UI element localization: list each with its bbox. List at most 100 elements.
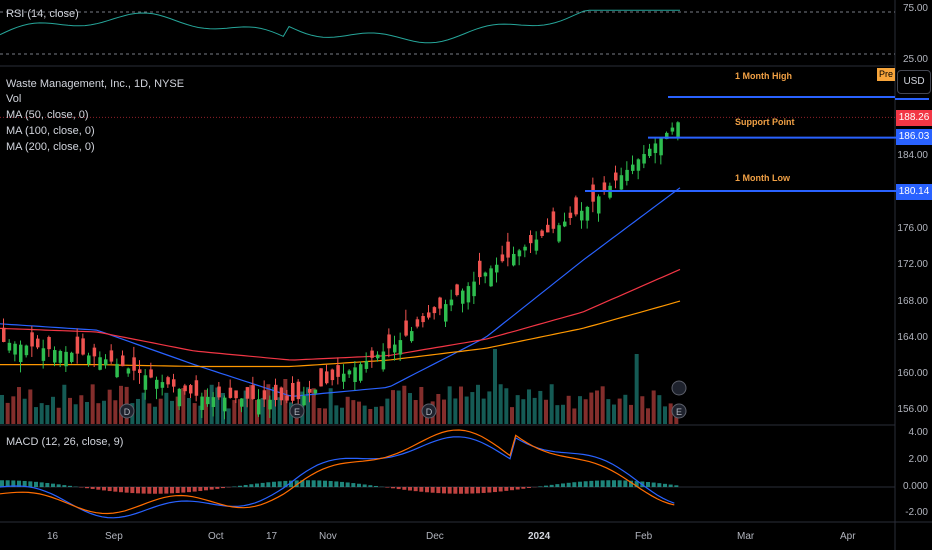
macd-histogram-bar xyxy=(402,487,407,490)
earnings-marker-circle xyxy=(289,403,305,419)
legend-vol[interactable]: Vol xyxy=(6,93,22,105)
volume-bar xyxy=(668,403,673,424)
macd-histogram-bar xyxy=(595,480,599,487)
macd-histogram-bar xyxy=(68,485,72,487)
volume-bar xyxy=(141,392,146,424)
candle-body xyxy=(172,379,176,387)
symbol-title[interactable]: Waste Management, Inc., 1D, NYSE xyxy=(6,78,185,90)
macd-histogram-bar xyxy=(283,480,288,487)
volume-bar xyxy=(334,405,339,424)
macd-histogram-bar xyxy=(300,480,305,487)
volume-bar xyxy=(147,403,152,424)
annotation-support-point: Support Point xyxy=(735,117,795,127)
candle-body xyxy=(500,254,505,262)
macd-histogram-bar xyxy=(612,480,616,487)
macd-histogram-bar xyxy=(158,487,163,494)
macd-histogram-bar xyxy=(481,487,486,493)
volume-bar xyxy=(368,408,373,424)
pre-market-badge[interactable]: Pre xyxy=(877,68,895,81)
rsi-tick-75: 75.00 xyxy=(902,3,928,14)
candle-body xyxy=(506,241,510,258)
macd-tick-4: 4.00 xyxy=(908,427,928,438)
candle-body xyxy=(568,212,573,218)
volume-bar xyxy=(413,400,418,424)
macd-histogram-bar xyxy=(238,485,242,487)
legend-ma200[interactable]: MA (200, close, 0) xyxy=(6,141,95,153)
annotation-1-month-low: 1 Month Low xyxy=(735,173,790,183)
volume-bar xyxy=(634,354,639,424)
macd-histogram-bar xyxy=(136,487,140,494)
earnings-marker-letter: E xyxy=(294,407,300,417)
candle-body xyxy=(291,382,295,401)
dividend-marker: D xyxy=(119,403,135,419)
candle-body xyxy=(143,375,148,390)
candle-body xyxy=(478,260,482,278)
volume-bar xyxy=(198,405,203,424)
macd-histogram-bar xyxy=(606,480,611,487)
volume-bar xyxy=(260,397,265,424)
volume-bar xyxy=(311,388,316,424)
volume-bar xyxy=(158,398,163,424)
candle-body xyxy=(398,340,403,355)
volume-bar xyxy=(640,396,645,424)
macd-histogram-bar xyxy=(153,487,157,494)
volume-bar xyxy=(646,408,650,424)
candle-body xyxy=(58,350,63,363)
candle-body xyxy=(551,211,556,229)
volume-bar xyxy=(476,384,480,424)
ma50-line xyxy=(0,187,681,397)
candle-body xyxy=(540,230,544,236)
volume-bar xyxy=(113,400,118,424)
volume-bar xyxy=(136,398,140,424)
macd-histogram-bar xyxy=(107,487,112,492)
volume-bar xyxy=(34,407,38,424)
volume-bar xyxy=(39,403,44,424)
macd-histogram-bar xyxy=(538,486,543,487)
volume-bar xyxy=(204,389,208,424)
candle-body xyxy=(563,221,567,227)
volume-bar xyxy=(5,402,10,424)
legend-ma50[interactable]: MA (50, close, 0) xyxy=(6,109,89,121)
volume-bar xyxy=(436,393,441,424)
volume-bar xyxy=(345,396,350,424)
flash-icon xyxy=(671,380,687,396)
macd-histogram-bar xyxy=(521,487,526,489)
dividend-marker-letter: D xyxy=(124,407,131,417)
x-tick-nov: Nov xyxy=(319,531,337,542)
macd-histogram-bar xyxy=(555,484,560,487)
earnings-marker: E xyxy=(671,403,687,419)
candle-body xyxy=(387,334,391,349)
candle-body xyxy=(211,397,216,408)
ma100-line xyxy=(0,268,681,361)
candle-body xyxy=(206,396,210,405)
macd-histogram-bar xyxy=(674,485,679,487)
macd-histogram-bar xyxy=(651,482,656,487)
macd-histogram-bar xyxy=(289,480,293,487)
x-tick-17: 17 xyxy=(266,531,278,542)
volume-bar xyxy=(164,392,169,424)
macd-histogram-bar xyxy=(408,487,412,491)
macd-histogram-bar xyxy=(0,480,4,487)
macd-histogram-bar xyxy=(62,485,67,487)
legend-ma100[interactable]: MA (100, close, 0) xyxy=(6,125,95,137)
candle-body xyxy=(138,369,142,373)
volume-bar xyxy=(56,407,61,424)
macd-histogram-bar xyxy=(215,487,220,489)
currency-button[interactable]: USD xyxy=(897,70,931,94)
candle-body xyxy=(313,389,318,394)
volume-bar xyxy=(379,406,384,424)
candle-body xyxy=(631,164,635,171)
volume-bar xyxy=(583,399,588,424)
macd-histogram-bar xyxy=(102,487,106,491)
candle-body xyxy=(183,385,187,392)
candle-body xyxy=(308,388,312,393)
volume-bar xyxy=(532,397,537,424)
candle-body xyxy=(597,196,601,214)
volume-bar xyxy=(215,387,220,424)
volume-bar xyxy=(374,406,378,424)
volume-bar xyxy=(85,401,89,424)
candle-body xyxy=(194,380,199,396)
candle-body xyxy=(257,399,261,415)
macd-histogram-bar xyxy=(510,487,514,491)
